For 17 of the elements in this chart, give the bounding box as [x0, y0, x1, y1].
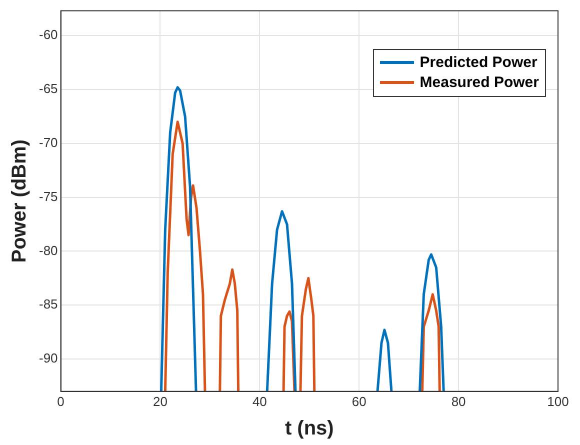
x-tick-label: 80: [451, 394, 466, 409]
x-tick-label: 60: [352, 394, 366, 409]
x-axis-title: t (ns): [284, 418, 334, 440]
y-tick-label: -75: [38, 188, 58, 204]
y-tick-label: -65: [38, 81, 58, 96]
y-axis-title: Power (dBm): [8, 139, 31, 263]
legend-label: Measured Power: [420, 72, 539, 93]
x-tick-label: 20: [152, 394, 168, 409]
y-tick-label: -70: [38, 134, 58, 150]
x-tick-label: 0: [57, 394, 64, 409]
y-tick-label: -85: [38, 296, 58, 312]
y-tick-label: -90: [38, 350, 58, 366]
x-tick-label: 40: [252, 394, 267, 409]
y-tick-label: -80: [38, 242, 58, 258]
x-tick-label: 100: [547, 394, 569, 409]
y-tick-label: -60: [38, 27, 58, 42]
legend-label: Predicted Power: [420, 52, 538, 73]
